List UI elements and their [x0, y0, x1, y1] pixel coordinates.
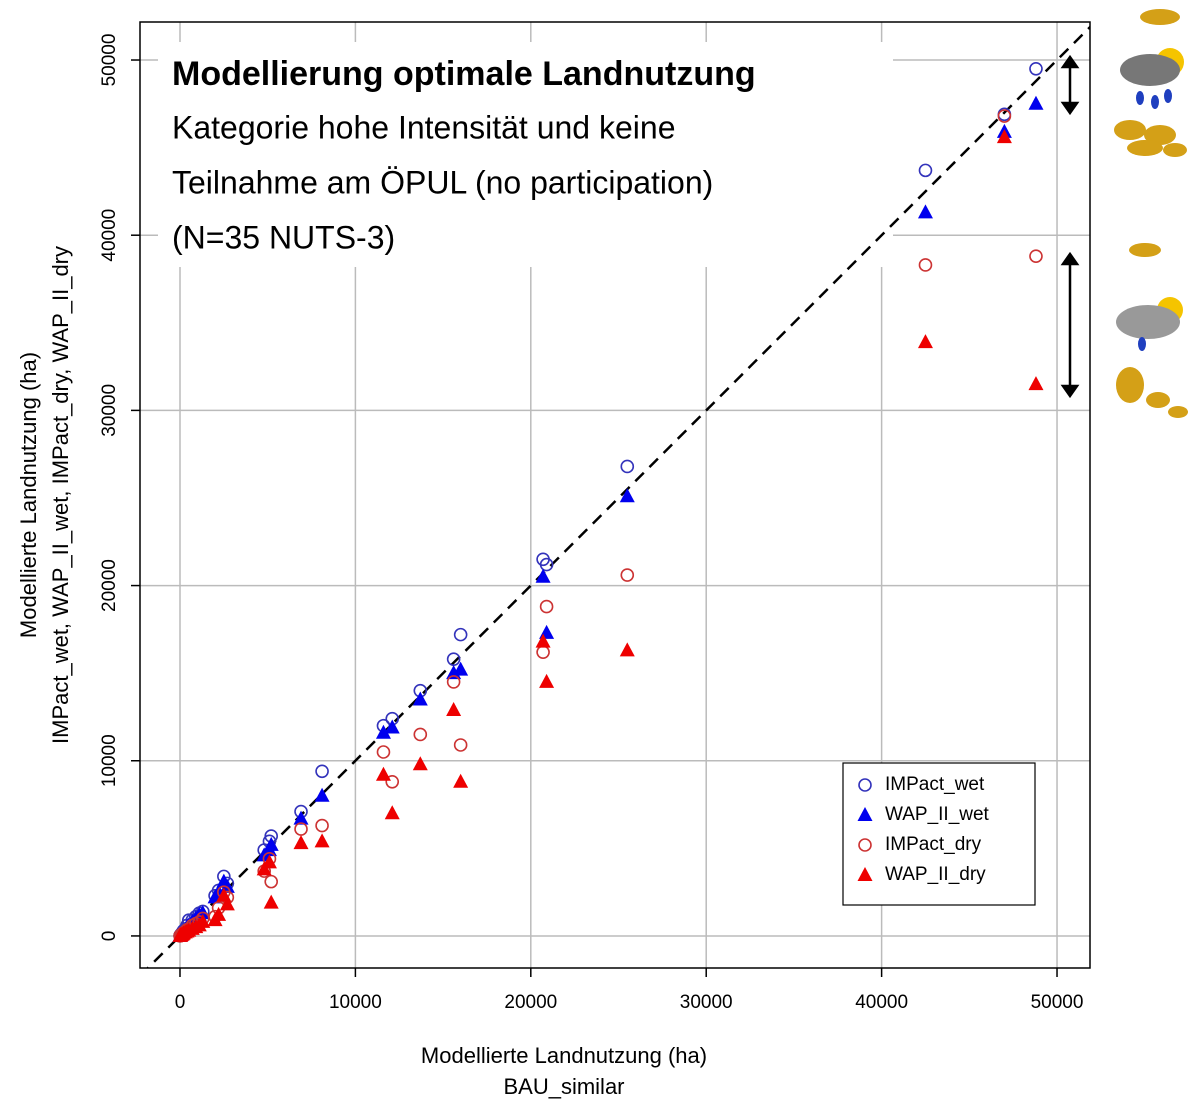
- y-axis-label: Modellierte Landnutzung (ha): [16, 352, 41, 638]
- legend-box: [842, 762, 1036, 906]
- legend-marker: [858, 778, 872, 792]
- x-tick-label: 20000: [504, 992, 557, 1013]
- point: [535, 568, 551, 583]
- point: [539, 599, 554, 614]
- x-tick-label: 30000: [680, 992, 733, 1013]
- x-axis-label: BAU_similar: [503, 1074, 624, 1099]
- point: [620, 568, 635, 582]
- point: [384, 805, 400, 820]
- point: [207, 912, 223, 927]
- point: [384, 719, 400, 734]
- x-tick-label: 50000: [1031, 992, 1084, 1013]
- point: [413, 727, 428, 742]
- point: [412, 756, 428, 771]
- point: [294, 822, 308, 836]
- x-tick-label: 40000: [855, 992, 908, 1013]
- point: [446, 701, 462, 716]
- point: [917, 334, 933, 349]
- point: [535, 633, 551, 648]
- point: [375, 724, 391, 739]
- legend-marker: [858, 838, 872, 852]
- point: [264, 874, 279, 889]
- subtitle: Kategorie hohe Intensität und keine: [172, 109, 675, 145]
- plot-frame: [139, 21, 1091, 969]
- y-axis-label: IMPact_wet, WAP_II_wet, IMPact_dry, WAP_…: [48, 246, 73, 744]
- y-tick-label: 30000: [99, 384, 120, 437]
- point: [315, 818, 329, 833]
- x-tick-label: 0: [175, 992, 186, 1013]
- point: [315, 764, 329, 779]
- y-tick-label: 40000: [99, 209, 120, 262]
- point: [918, 163, 933, 178]
- point: [376, 745, 391, 759]
- point: [453, 627, 468, 642]
- point: [539, 624, 555, 639]
- point: [446, 652, 461, 666]
- weather-icons: [1114, 9, 1188, 418]
- point: [446, 675, 461, 689]
- point: [219, 896, 235, 911]
- point: [536, 645, 550, 659]
- point: [917, 204, 933, 219]
- legend-label: WAP_II_wet: [885, 804, 990, 825]
- y-tick-label: 0: [99, 931, 120, 942]
- point: [293, 810, 309, 825]
- marks: [146, 25, 1090, 968]
- point: [1028, 95, 1044, 110]
- point: [539, 557, 554, 572]
- x-axis-label: Modellierte Landnutzung (ha): [421, 1043, 707, 1068]
- point: [1028, 376, 1044, 391]
- point: [412, 691, 428, 706]
- legend-label: IMPact_wet: [885, 774, 985, 795]
- y-tick-label: 50000: [99, 34, 120, 87]
- point: [385, 774, 400, 789]
- subtitle: (N=35 NUTS-3): [172, 219, 395, 255]
- subtitle: Teilnahme am ÖPUL (no participation): [172, 164, 713, 200]
- point: [997, 109, 1012, 123]
- point: [996, 129, 1012, 144]
- point: [918, 258, 933, 272]
- legend: IMPact_wet WAP_II_wet IMPact_dry WAP_II_dry: [842, 762, 1036, 906]
- annotation-arrows: [1060, 54, 1080, 399]
- point: [172, 927, 188, 942]
- point: [620, 459, 635, 474]
- legend-marker: [857, 807, 873, 821]
- point: [539, 673, 555, 688]
- point: [1029, 61, 1043, 76]
- x-tick-label: 10000: [329, 992, 382, 1013]
- y-tick-label: 20000: [99, 559, 120, 612]
- point: [619, 642, 635, 657]
- point: [256, 861, 272, 876]
- point: [375, 766, 391, 781]
- point: [216, 873, 232, 888]
- point: [293, 835, 309, 850]
- legend-marker: [857, 867, 873, 881]
- point: [314, 833, 330, 848]
- point: [453, 773, 469, 788]
- title-box: [158, 42, 893, 267]
- point: [453, 738, 468, 752]
- point: [1029, 249, 1043, 264]
- chart-title: Modellierung optimale Landnutzung: [172, 55, 756, 93]
- point: [446, 665, 462, 680]
- point: [216, 887, 232, 902]
- y-tick-label: 10000: [99, 734, 120, 787]
- point: [619, 488, 635, 503]
- legend-label: WAP_II_dry: [885, 864, 986, 885]
- point: [263, 894, 279, 909]
- point: [314, 787, 330, 802]
- legend-label: IMPact_dry: [885, 834, 982, 855]
